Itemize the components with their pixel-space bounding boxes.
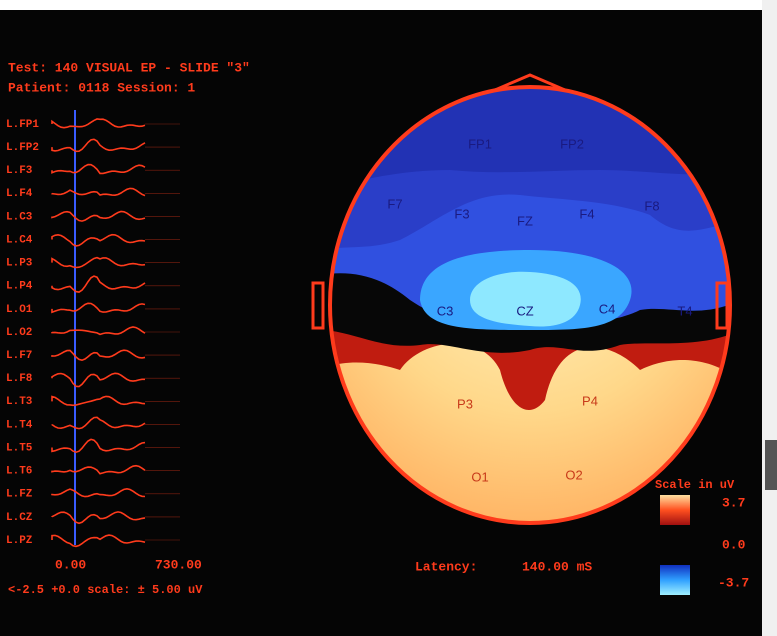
- electrode-label: P4: [582, 393, 598, 408]
- waveform: [51, 438, 146, 454]
- waveform: [51, 275, 146, 293]
- nose: [494, 73, 566, 92]
- legend-cold: [660, 565, 690, 595]
- electrode-label: F3: [454, 206, 469, 221]
- electrode-label: CZ: [516, 303, 533, 318]
- channel-label: L.P4: [6, 281, 33, 293]
- channel-label: L.FP2: [6, 142, 39, 154]
- electrode-label: T4: [677, 303, 692, 318]
- channel-label: L.F4: [6, 188, 33, 200]
- channel-label: L.T6: [6, 466, 32, 478]
- waveform: [51, 416, 146, 430]
- channel-label: L.F8: [6, 373, 33, 385]
- channel-label: L.C4: [6, 234, 33, 246]
- channel-label: L.O2: [6, 327, 32, 339]
- channel-label: L.FP1: [6, 119, 39, 131]
- electrode-label: P3: [457, 396, 473, 411]
- channel-label: L.FZ: [6, 489, 33, 501]
- channel-label: L.T5: [6, 442, 33, 454]
- waveform: [51, 534, 146, 548]
- channel-label: L.F7: [6, 350, 32, 362]
- channel-label: L.C3: [6, 211, 33, 223]
- legend-max: 3.7: [722, 495, 745, 510]
- waveform: [51, 256, 146, 269]
- test-title: Test: 140 VISUAL EP - SLIDE "3": [8, 60, 250, 75]
- electrode-label: O2: [565, 467, 582, 482]
- electrode-label: O1: [471, 469, 488, 484]
- waveform: [51, 395, 146, 407]
- latency-label: Latency:: [415, 559, 477, 574]
- waveform: [51, 118, 146, 129]
- legend-warm: [660, 495, 690, 525]
- waveform: [51, 511, 146, 525]
- legend-title: Scale in uV: [655, 478, 735, 492]
- head-outline: [328, 85, 732, 525]
- electrode-label: F8: [644, 198, 659, 213]
- latency-value: 140.00 mS: [522, 559, 592, 574]
- waveform: [51, 349, 146, 362]
- waveform: [51, 302, 146, 314]
- waveform: [51, 487, 146, 498]
- channel-label: L.O1: [6, 304, 33, 316]
- channel-label: L.F3: [6, 165, 33, 177]
- legend-min: -3.7: [718, 575, 749, 590]
- electrode-label: C4: [599, 301, 616, 316]
- waveform: [51, 372, 145, 388]
- time-end: 730.00: [155, 557, 202, 572]
- channel-label: L.T3: [6, 396, 33, 408]
- electrode-label: F4: [579, 206, 594, 221]
- waveform: [51, 210, 146, 222]
- waveform: [51, 138, 146, 153]
- scale-note: <-2.5 +0.0 scale: ± 5.00 uV: [8, 583, 203, 597]
- electrode-label: FZ: [517, 213, 533, 228]
- frame-shadow: [765, 440, 777, 490]
- electrode-labels: FP1 FP2 F7 F3 FZ F4 F8 C3 CZ C4 T4 P3 P4 O1 O2: [387, 136, 692, 484]
- patient-info: Patient: 0118 Session: 1: [8, 80, 195, 95]
- channel-label: L.CZ: [6, 512, 33, 524]
- channel-label: L.PZ: [6, 535, 33, 547]
- electrode-label: F7: [387, 196, 402, 211]
- frame: [762, 0, 777, 636]
- waveform: [51, 326, 146, 336]
- right-ear: [715, 281, 729, 330]
- left-ear: [311, 281, 325, 330]
- waveform: [51, 464, 146, 475]
- waveform: [51, 233, 146, 247]
- time-start: 0.00: [55, 557, 86, 572]
- channel-label: L.P3: [6, 258, 33, 270]
- electrode-label: FP2: [560, 136, 584, 151]
- electrode-label: FP1: [468, 136, 492, 151]
- waveform: [51, 163, 146, 175]
- legend-mid: 0.0: [722, 537, 746, 552]
- channel-label: L.T4: [6, 419, 33, 431]
- waveform: [51, 187, 146, 197]
- channels: L.FP1 L.FP2 L.F3 L.F4 L.C3 L.C4 L.P3 L.P4 L.O1 L.…: [6, 118, 180, 548]
- electrode-label: C3: [437, 303, 454, 318]
